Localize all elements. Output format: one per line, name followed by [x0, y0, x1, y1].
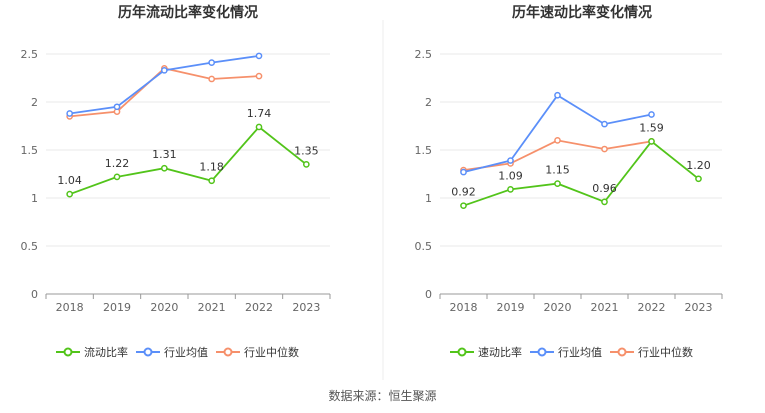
data-label: 1.59: [639, 121, 664, 134]
data-point: [507, 186, 514, 193]
x-tick-label: 2022: [638, 301, 666, 314]
data-point: [255, 72, 263, 80]
legend-marker: [617, 347, 627, 357]
legend-label: 行业中位数: [638, 345, 693, 359]
data-point: [695, 175, 702, 183]
x-tick-label: 2020: [150, 301, 178, 314]
data-label: 1.22: [105, 157, 130, 170]
data-point: [113, 103, 121, 111]
data-point: [160, 66, 168, 74]
legend-label: 行业均值: [558, 346, 602, 359]
data-label: 1.09: [498, 169, 523, 182]
data-point: [648, 138, 655, 145]
data-point: [66, 190, 74, 198]
legend-marker: [537, 347, 547, 357]
data-point: [208, 177, 216, 185]
legend-marker: [457, 347, 467, 357]
legend-marker: [143, 347, 153, 357]
data-point: [66, 110, 74, 117]
legend-label: 行业均值: [164, 346, 208, 359]
x-tick-label: 2018: [450, 301, 478, 314]
y-tick-label: 1: [425, 192, 432, 205]
data-point: [648, 111, 655, 118]
chart-title: 历年速动比率变化情况: [512, 4, 652, 21]
y-tick-label: 2: [31, 96, 38, 109]
data-label: 0.96: [592, 182, 617, 195]
x-tick-label: 2021: [198, 301, 226, 314]
legend-label: 行业中位数: [244, 345, 299, 359]
data-point: [113, 173, 121, 181]
data-label: 1.31: [152, 148, 177, 161]
y-tick-label: 0.5: [21, 240, 39, 253]
data-point: [208, 75, 216, 83]
data-point: [255, 123, 263, 131]
data-point: [160, 164, 168, 172]
data-label: 1.04: [57, 174, 82, 187]
y-tick-label: 2.5: [21, 48, 39, 61]
data-point: [255, 52, 263, 60]
y-tick-label: 0: [425, 288, 432, 301]
y-tick-label: 1.5: [415, 144, 433, 157]
data-label: 1.15: [545, 164, 570, 177]
legend-label: 流动比率: [84, 345, 128, 359]
data-label: 1.18: [199, 161, 224, 174]
series-line: [69, 125, 307, 196]
legend-marker: [223, 347, 233, 357]
chart-title: 历年流动比率变化情况: [118, 4, 258, 21]
data-point: [507, 157, 514, 164]
y-tick-label: 0: [31, 288, 38, 301]
x-tick-label: 2022: [245, 301, 273, 314]
data-point: [601, 120, 608, 128]
series-line: [69, 55, 260, 115]
data-label: 1.35: [294, 144, 319, 157]
data-source: 数据来源：恒生聚源: [328, 388, 436, 403]
x-tick-label: 2021: [591, 301, 619, 314]
x-tick-label: 2023: [292, 301, 320, 314]
x-tick-label: 2018: [56, 301, 84, 314]
data-label: 1.20: [686, 159, 711, 172]
x-tick-label: 2020: [544, 301, 572, 314]
y-tick-label: 0.5: [415, 240, 433, 253]
series-line: [463, 140, 700, 207]
data-point: [554, 137, 561, 144]
data-point: [208, 59, 216, 66]
y-tick-label: 2.5: [415, 48, 433, 61]
series-line: [463, 94, 652, 173]
data-point: [302, 161, 310, 168]
y-tick-label: 1.5: [21, 144, 39, 157]
y-tick-label: 2: [425, 96, 432, 109]
data-point: [460, 202, 467, 210]
data-point: [601, 145, 608, 153]
data-point: [601, 198, 608, 206]
x-tick-label: 2019: [103, 301, 131, 314]
data-point: [460, 168, 467, 176]
data-label: 0.92: [451, 186, 476, 199]
quick-ratio-chart: 历年速动比率变化情况 0 0.5 1 1.5 2 2.5 2018 2019 2020 2021 20…: [415, 4, 723, 359]
legend-label: 速动比率: [478, 345, 522, 359]
current-ratio-chart: 历年流动比率变化情况 0 0.5 1 1.5 2 2.5 2018 2019 2020 2021 20…: [21, 4, 331, 359]
x-tick-label: 2023: [685, 301, 713, 314]
x-tick-label: 2019: [497, 301, 525, 314]
legend-marker: [63, 347, 73, 357]
data-point: [554, 91, 561, 99]
data-label: 1.74: [247, 107, 272, 120]
data-point: [554, 180, 561, 187]
y-tick-label: 1: [31, 192, 38, 205]
